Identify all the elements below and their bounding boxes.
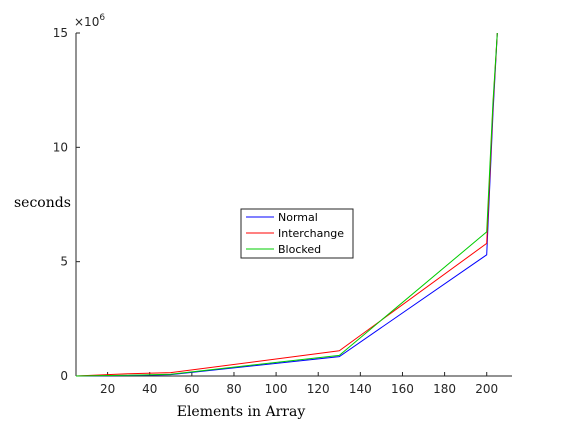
x-tick-label: 80 xyxy=(226,382,241,396)
x-tick-label: 180 xyxy=(433,382,456,396)
legend-label: Interchange xyxy=(278,227,344,240)
x-tick-label: 40 xyxy=(142,382,157,396)
y-tick-label: 0 xyxy=(60,369,68,383)
x-tick-label: 200 xyxy=(475,382,498,396)
series-line-blocked xyxy=(75,32,498,377)
x-tick-label: 120 xyxy=(307,382,330,396)
x-tick-label: 20 xyxy=(100,382,115,396)
y-multiplier: ×106 xyxy=(74,13,105,29)
axes: 20 40 60 80 100 120 140 160 180 200 0 5 10 15 xyxy=(53,26,512,396)
y-axis-label: seconds xyxy=(14,195,71,211)
x-tick-label: 140 xyxy=(349,382,372,396)
legend-label: Normal xyxy=(278,211,318,224)
legend-label: Blocked xyxy=(278,243,321,256)
series-layer xyxy=(75,32,498,377)
x-tick-label: 160 xyxy=(391,382,414,396)
x-axis-label: Elements in Array xyxy=(177,404,306,420)
y-tick-label: 5 xyxy=(60,255,68,269)
series-line-interchange xyxy=(75,32,498,377)
series-line-normal xyxy=(75,32,498,377)
x-tick-label: 100 xyxy=(265,382,288,396)
legend: Normal Interchange Blocked xyxy=(240,208,354,259)
x-tick-label: 60 xyxy=(184,382,199,396)
y-tick-label: 10 xyxy=(53,140,68,154)
y-tick-label: 15 xyxy=(53,26,68,40)
